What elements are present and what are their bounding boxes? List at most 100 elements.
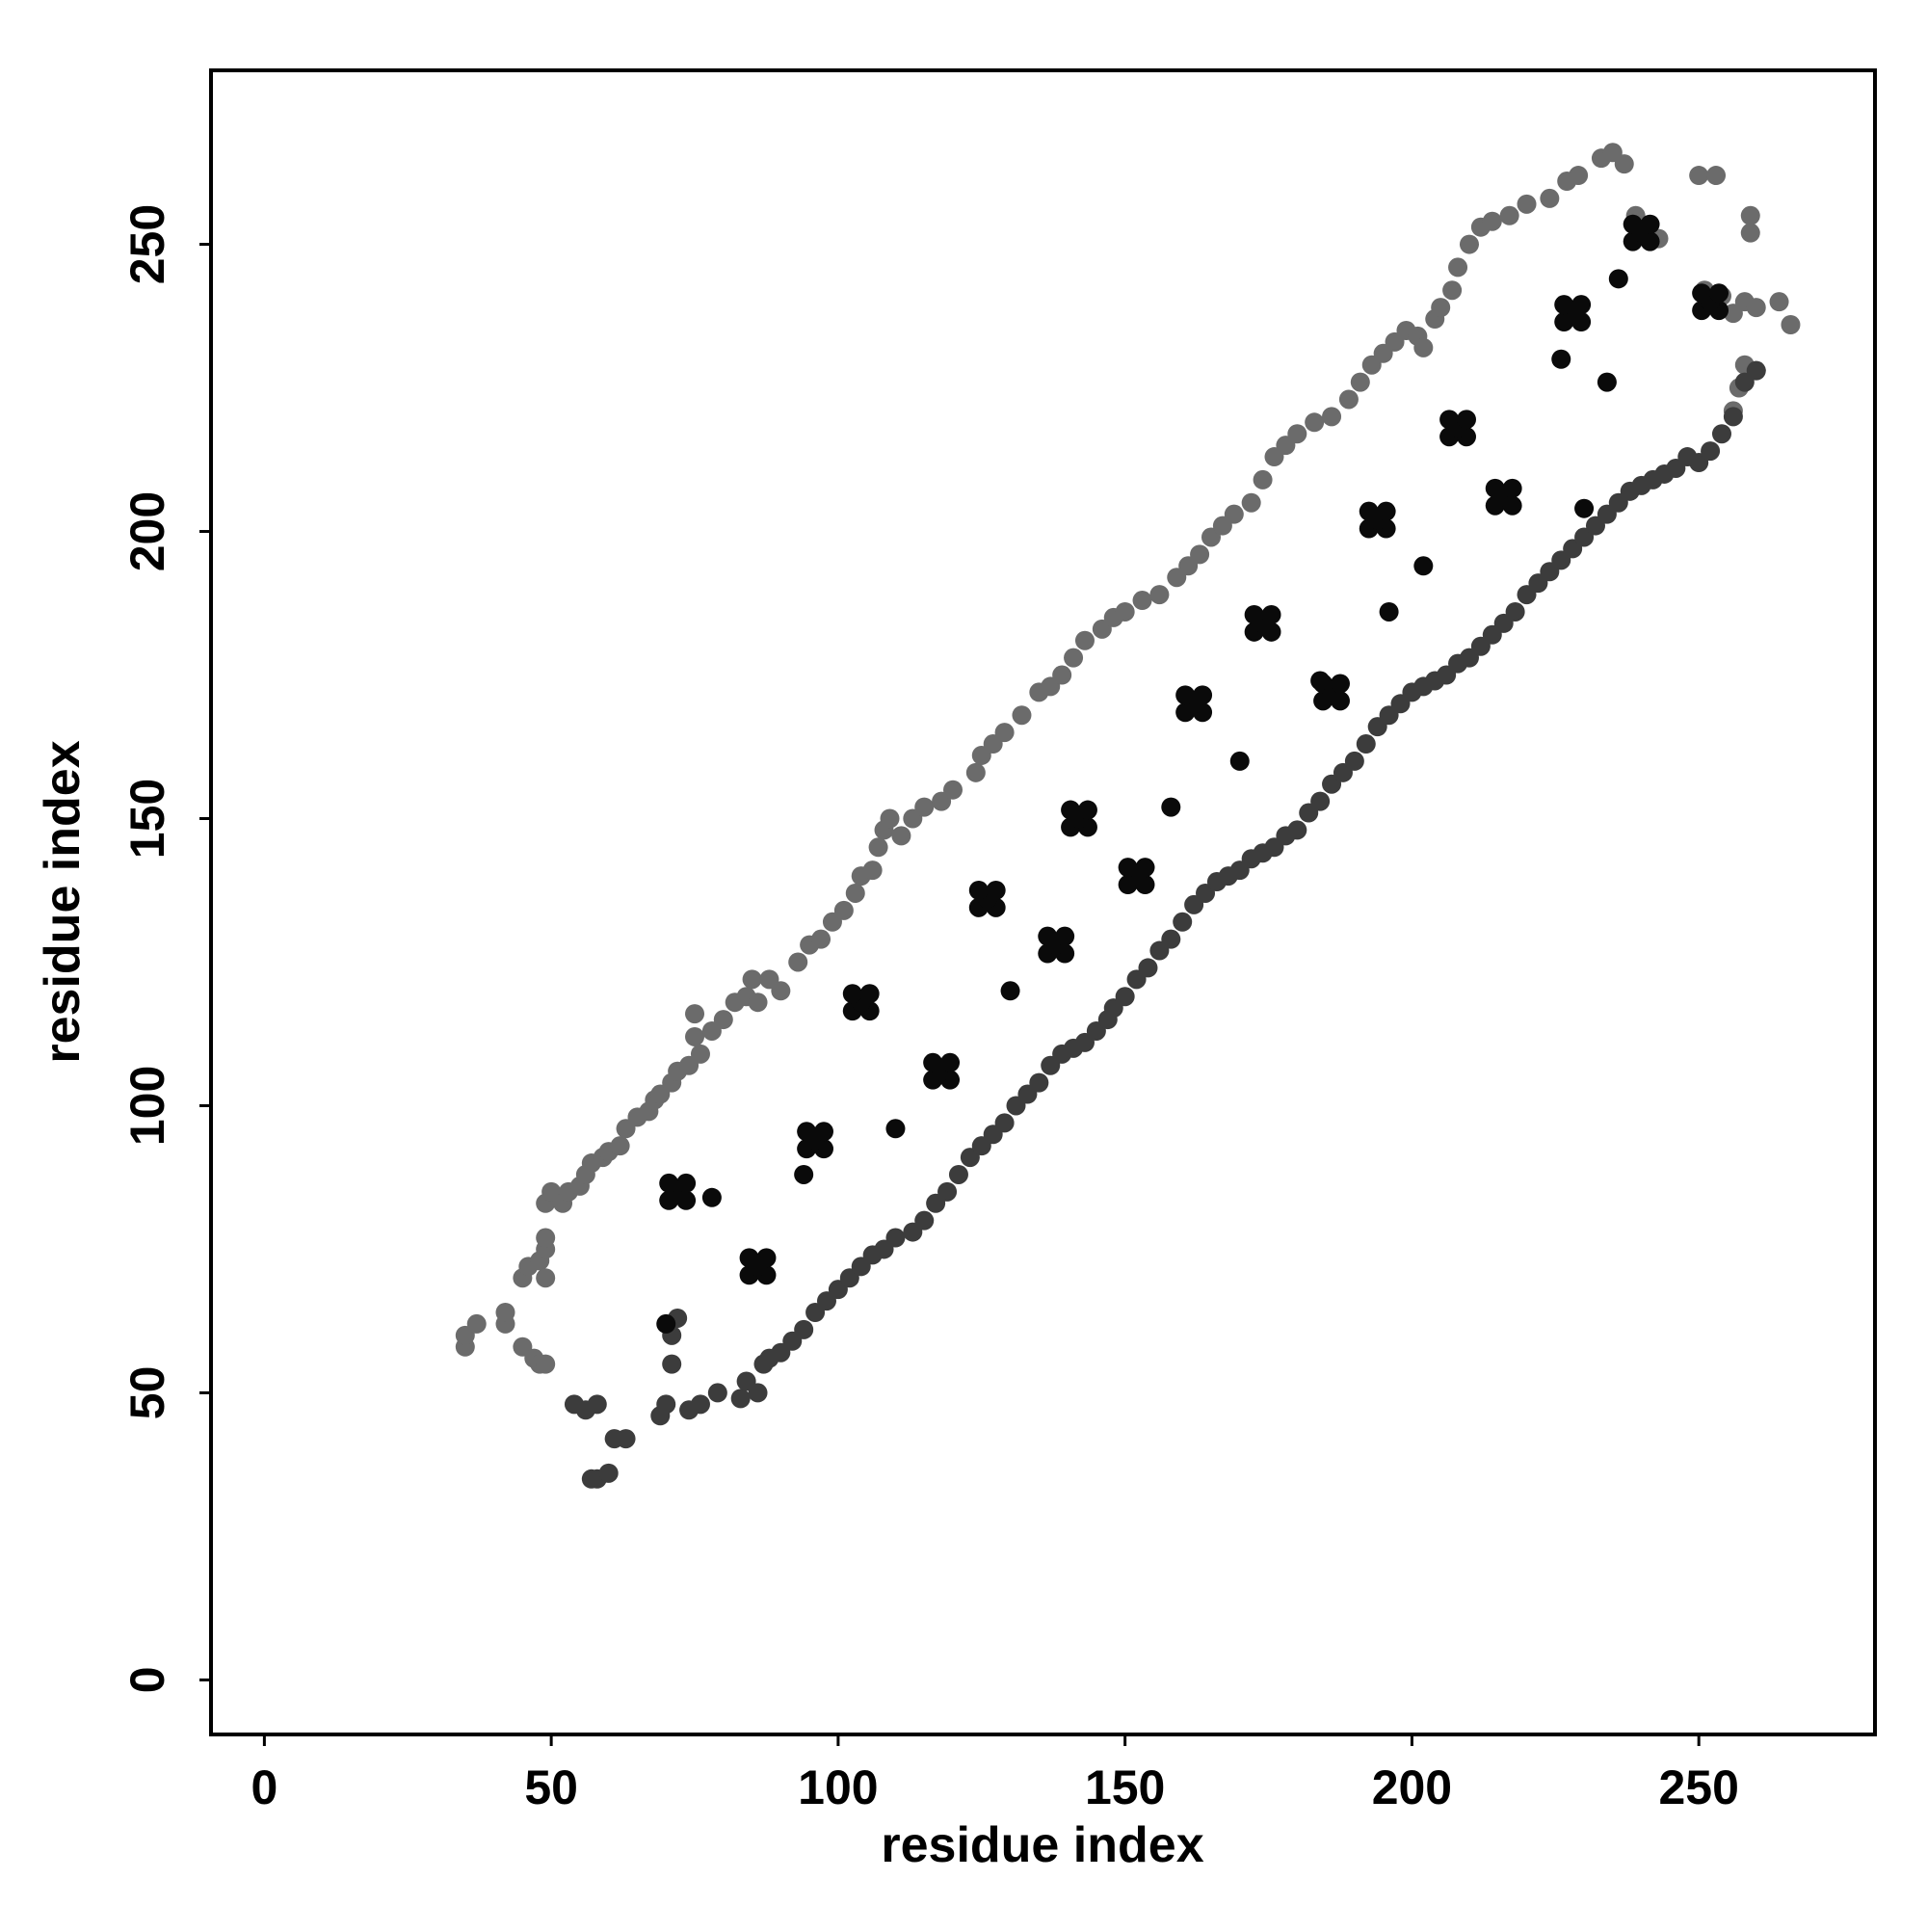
point [914,1210,935,1231]
point [1517,194,1537,214]
point [1379,601,1399,622]
point [1190,544,1210,565]
point [1499,205,1519,225]
point [923,1052,943,1072]
point [1305,412,1325,433]
point [885,1119,906,1139]
point [1623,214,1643,234]
point [730,1389,751,1409]
point [1439,410,1460,430]
point [1448,257,1468,278]
point [1709,283,1729,304]
point [1740,205,1760,225]
point [968,880,989,900]
point [1413,337,1434,357]
point [994,723,1015,743]
point [1193,685,1213,705]
point [1287,424,1307,444]
point [690,1044,710,1064]
point [1456,410,1476,430]
point [1077,800,1097,820]
x-tick-label: 0 [251,1760,277,1814]
point [1149,585,1170,605]
point [859,984,880,1004]
point [1229,751,1250,771]
point [742,969,762,990]
point [1012,705,1032,726]
point [943,780,964,800]
point [598,1463,619,1483]
point [914,797,935,817]
point [1310,791,1331,811]
point [466,1313,487,1334]
point [994,1113,1015,1133]
point [1287,820,1307,840]
point [842,984,862,1004]
point [862,860,883,881]
point [1413,556,1434,576]
y-tick-label: 200 [120,491,174,571]
point [940,1052,961,1072]
point [690,1394,710,1415]
point [610,1136,630,1156]
point [1132,591,1152,611]
point [1376,501,1396,521]
point [495,1302,515,1322]
point [1359,501,1379,521]
point [1356,734,1376,754]
point [1310,671,1331,691]
point [1052,665,1072,685]
point [771,981,791,1001]
point [1692,283,1712,304]
point [701,1187,722,1207]
y-tick-label: 100 [120,1066,174,1146]
point [1000,981,1020,1001]
y-tick-label: 0 [120,1666,174,1693]
point [1061,800,1081,820]
point [811,929,832,949]
point [1431,298,1451,318]
point [1689,166,1709,186]
point [1551,349,1571,369]
point [1781,314,1801,334]
point [1118,858,1138,878]
point [1175,685,1196,705]
point [536,1354,556,1374]
point [1574,498,1595,518]
point [748,1383,768,1403]
point [676,1173,697,1193]
x-tick-label: 100 [798,1760,878,1814]
point [1746,360,1766,381]
point [1115,601,1135,622]
y-tick-label: 50 [120,1366,174,1420]
point [891,826,911,846]
point [1597,372,1617,392]
point [1173,912,1193,932]
points [455,143,1801,1489]
point [788,952,808,972]
y-tick-label: 250 [120,204,174,284]
point [1571,295,1592,315]
point [794,1319,814,1339]
y-axis-title: residue index [35,740,91,1063]
point [1330,674,1350,694]
point [1029,1072,1049,1093]
point [965,762,986,782]
point [986,880,1006,900]
point [536,1228,556,1248]
point [794,1164,814,1184]
x-tick-label: 200 [1372,1760,1452,1814]
point [756,1248,777,1268]
y-tick-label: 150 [120,779,174,859]
point [1723,407,1743,427]
point [1711,424,1731,444]
point [659,1173,679,1193]
point [1740,223,1760,243]
point [1505,601,1525,622]
point [1640,214,1660,234]
point [1608,269,1628,289]
point [656,1394,676,1415]
point [1350,372,1370,392]
